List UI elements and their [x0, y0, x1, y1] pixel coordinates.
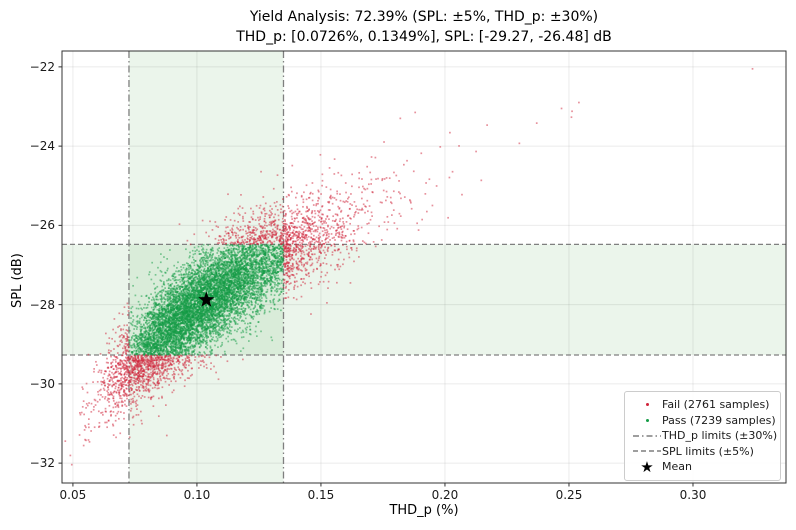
- legend-item-fail: Fail (2761 samples): [632, 397, 773, 413]
- x-tick-label: 0.30: [679, 488, 707, 502]
- chart-subtitle: THD_p: [0.0726%, 0.1349%], SPL: [-29.27,…: [236, 29, 612, 45]
- pass-point-icon: [632, 418, 662, 422]
- legend: Fail (2761 samples) Pass (7239 samples) …: [624, 391, 781, 481]
- chart-title: Yield Analysis: 72.39% (SPL: ±5%, THD_p:…: [249, 9, 599, 25]
- legend-item-pass: Pass (7239 samples): [632, 413, 776, 429]
- legend-item-spl-limits: SPL limits (±5%): [632, 444, 773, 460]
- y-tick-label: −28: [29, 297, 55, 312]
- x-tick-label: 0.20: [431, 488, 459, 502]
- x-axis-label: THD_p (%): [389, 503, 459, 518]
- y-tick-label: −24: [29, 139, 55, 154]
- star-icon: ★: [640, 457, 654, 476]
- legend-item-mean: ★ Mean: [632, 459, 773, 475]
- x-tick-label: 0.05: [59, 488, 87, 502]
- legend-item-label: Pass (7239 samples): [662, 413, 776, 427]
- y-tick-label: −26: [29, 218, 55, 233]
- y-tick-label: −22: [29, 59, 55, 74]
- dashed-line-icon: [632, 446, 662, 456]
- dashdot-line-icon: [632, 431, 662, 441]
- y-tick-label: −30: [29, 376, 55, 391]
- y-tick-label: −32: [29, 456, 55, 471]
- fail-point-icon: [632, 403, 662, 407]
- x-tick-label: 0.15: [307, 488, 335, 502]
- legend-item-thd-limits: THD_p limits (±30%): [632, 428, 777, 444]
- legend-item-label: THD_p limits (±30%): [662, 429, 778, 443]
- y-axis-label: SPL (dB): [10, 253, 25, 308]
- x-tick-label: 0.25: [555, 488, 583, 502]
- legend-item-label: Fail (2761 samples): [662, 398, 770, 412]
- x-tick-label: 0.10: [183, 488, 211, 502]
- legend-item-label: Mean: [662, 460, 692, 474]
- legend-item-label: SPL limits (±5%): [662, 444, 754, 458]
